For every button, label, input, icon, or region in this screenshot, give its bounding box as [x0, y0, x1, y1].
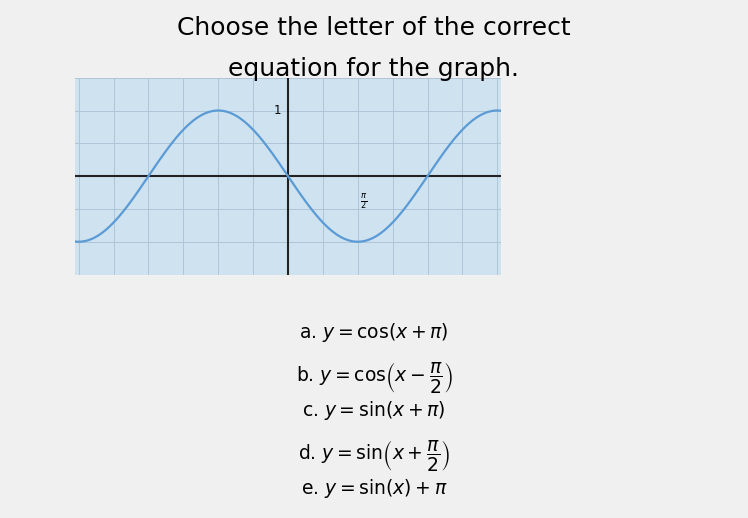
Text: d. $y = \sin\!\left(x+\dfrac{\pi}{2}\right)$: d. $y = \sin\!\left(x+\dfrac{\pi}{2}\rig…	[298, 438, 450, 473]
Text: equation for the graph.: equation for the graph.	[228, 57, 520, 81]
Text: b. $y = \cos\!\left(x-\dfrac{\pi}{2}\right)$: b. $y = \cos\!\left(x-\dfrac{\pi}{2}\rig…	[295, 360, 453, 395]
Text: $\frac{\pi}{2}$: $\frac{\pi}{2}$	[360, 193, 367, 212]
Text: a. $y = \cos(x+\pi)$: a. $y = \cos(x+\pi)$	[299, 321, 449, 344]
Text: 1: 1	[274, 104, 281, 117]
Text: e. $y = \sin(x)+\pi$: e. $y = \sin(x)+\pi$	[301, 477, 447, 499]
Text: Choose the letter of the correct: Choose the letter of the correct	[177, 16, 571, 39]
Text: c. $y = \sin(x+\pi)$: c. $y = \sin(x+\pi)$	[302, 399, 446, 422]
